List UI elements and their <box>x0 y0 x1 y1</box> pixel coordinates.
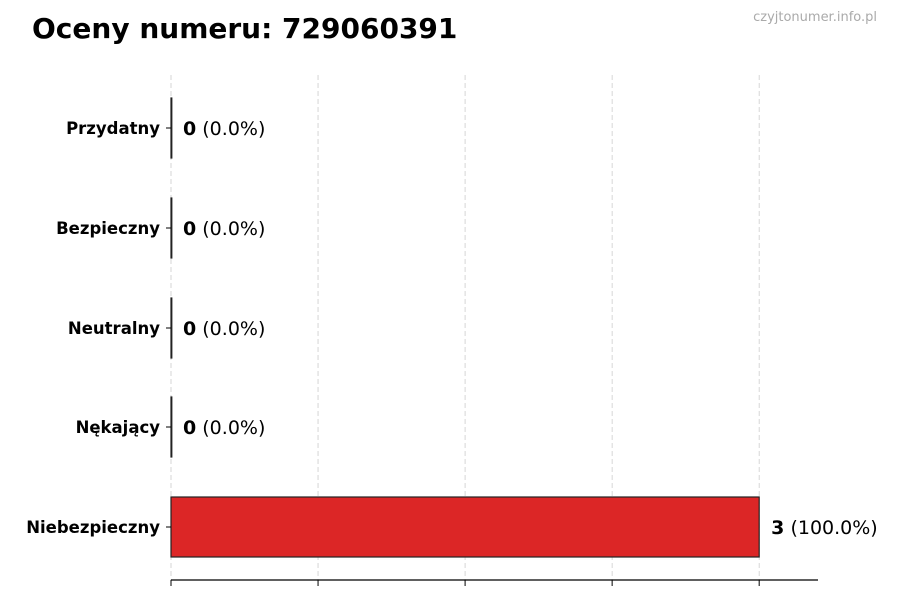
data-label-count: 0 <box>183 218 196 240</box>
category-label: Nękający <box>76 418 161 437</box>
data-label-count: 0 <box>183 118 196 140</box>
data-label-percent: (0.0%) <box>196 118 265 140</box>
bar <box>170 97 173 159</box>
data-label-count: 3 <box>771 517 784 539</box>
data-label-count: 0 <box>183 318 196 340</box>
bar <box>170 396 173 458</box>
data-label: 0 (0.0%) <box>183 118 265 140</box>
data-label: 3 (100.0%) <box>771 517 878 539</box>
data-label-percent: (100.0%) <box>784 517 877 539</box>
data-label-percent: (0.0%) <box>196 218 265 240</box>
bar <box>170 496 760 558</box>
data-label-percent: (0.0%) <box>196 417 265 439</box>
bar <box>170 297 173 359</box>
watermark: czyjtonumer.info.pl <box>753 10 877 25</box>
category-label: Niebezpieczny <box>26 518 160 537</box>
data-label-percent: (0.0%) <box>196 318 265 340</box>
category-label: Neutralny <box>68 319 160 338</box>
data-label-count: 0 <box>183 417 196 439</box>
category-label: Przydatny <box>66 119 160 138</box>
chart-title: Oceny numeru: 729060391 <box>32 12 458 45</box>
data-label: 0 (0.0%) <box>183 218 265 240</box>
category-label: Bezpieczny <box>56 219 160 238</box>
data-label: 0 (0.0%) <box>183 318 265 340</box>
bar <box>170 197 173 259</box>
data-label: 0 (0.0%) <box>183 417 265 439</box>
